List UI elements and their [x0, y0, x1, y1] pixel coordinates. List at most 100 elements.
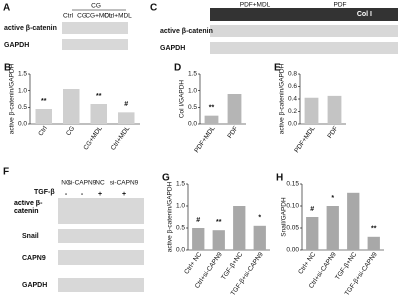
- row-label: GAPDH: [160, 45, 185, 52]
- y-tick-label: 0.5: [188, 104, 197, 111]
- sign: +: [98, 191, 102, 198]
- y-tick-label: 1.0: [176, 203, 185, 210]
- y-axis-label: active β-catenin/GAPDH: [279, 63, 286, 134]
- y-axis-label: active β-catenin/GAPDH: [167, 181, 174, 252]
- significance: **: [96, 93, 102, 100]
- bar: [63, 89, 80, 124]
- x-tick-label: PDF+MDL: [293, 125, 316, 154]
- significance: *: [258, 215, 261, 222]
- sign: -: [81, 191, 84, 198]
- sign: +: [122, 191, 126, 198]
- y-axis-label: Snail/GAPDH: [281, 197, 288, 237]
- x-tick-label: PDF+MDL: [193, 125, 216, 154]
- y-tick-label: 0.4: [288, 96, 297, 103]
- lane-label: PDF+MDL: [240, 2, 271, 9]
- x-tick-label: PDF: [226, 125, 239, 140]
- row-label: active β-catenin: [14, 200, 43, 215]
- blot-bg: [62, 22, 128, 34]
- bar: [118, 112, 135, 124]
- y-tick-label: 0.15: [286, 181, 299, 188]
- y-tick-label: 0.05: [286, 225, 299, 232]
- lane-label: Ctrl+MDL: [104, 13, 132, 20]
- blot-bg: [62, 39, 128, 50]
- x-tick-label: Ctrl+ NC: [183, 251, 203, 276]
- panel-letter: E: [274, 63, 281, 74]
- y-tick-label: 0.10: [286, 203, 299, 210]
- bar: [306, 217, 319, 250]
- bar: [327, 95, 342, 124]
- blot-bg: [58, 229, 144, 243]
- x-tick-label: Ctrl+MDL: [110, 125, 132, 152]
- bar: [326, 206, 339, 250]
- row-label: active β-catenin: [4, 25, 57, 32]
- y-tick-label: 1.5: [18, 71, 27, 78]
- y-tick-label: 0.0: [188, 121, 197, 128]
- x-tick-label: CG: [65, 125, 76, 137]
- y-tick-label: 1.5: [176, 181, 185, 188]
- y-tick-label: 0.0: [288, 121, 297, 128]
- x-tick-label: PDF: [326, 125, 339, 140]
- bar: [227, 94, 242, 124]
- significance: **: [41, 98, 47, 105]
- row-label: CAPN9: [22, 255, 46, 262]
- y-tick-label: 0.5: [18, 104, 27, 111]
- lane-label: si-CAPN9: [68, 180, 97, 187]
- bar: [204, 115, 219, 124]
- significance: #: [310, 206, 314, 213]
- panel-letter: B: [4, 63, 11, 74]
- y-tick-label: 0.00: [286, 247, 299, 254]
- bar: [347, 192, 360, 250]
- blot-bg: [58, 278, 144, 292]
- panel-letter: C: [150, 3, 157, 14]
- panel-letter: F: [3, 167, 9, 178]
- treatment-label: TGF-β: [34, 189, 55, 196]
- y-axis-label: Col I/GAPDH: [179, 80, 186, 119]
- lane-label: si-CAPN9: [110, 180, 139, 187]
- significance: #: [124, 101, 128, 108]
- significance: *: [331, 195, 334, 202]
- y-tick-label: 0.0: [18, 121, 27, 128]
- y-tick-label: 0.5: [176, 225, 185, 232]
- x-tick-label: Ctrl+ NC: [297, 251, 317, 276]
- bar: [35, 109, 52, 124]
- y-tick-label: 0.6: [288, 83, 297, 90]
- bar: [233, 206, 246, 250]
- significance: #: [196, 217, 200, 224]
- x-tick-label: Ctrl: [37, 125, 49, 138]
- row-label: Col I: [357, 11, 372, 18]
- row-label: GAPDH: [22, 282, 47, 289]
- row-label: GAPDH: [4, 42, 29, 49]
- bar: [253, 225, 266, 250]
- bar: [367, 236, 380, 250]
- row-label-box: active β-catenin: [14, 200, 43, 215]
- x-tick-label: CG+MDL: [82, 125, 104, 152]
- lane-label: NC: [95, 180, 105, 187]
- y-tick-label: 1.5: [188, 71, 197, 78]
- blot-bg: [58, 198, 144, 224]
- sign: -: [65, 191, 68, 198]
- bar: [90, 104, 107, 124]
- y-axis-label: active β-catenin/GAPDH: [9, 63, 16, 134]
- bar: [304, 97, 319, 124]
- blot-bg: [58, 250, 144, 265]
- lane-label: CG+MDL: [85, 13, 113, 20]
- panel-letter: D: [174, 63, 181, 74]
- bar: [212, 230, 225, 250]
- y-tick-label: 0.8: [288, 71, 297, 78]
- y-tick-label: 0.2: [288, 108, 297, 115]
- lane-label: PDF: [334, 2, 347, 9]
- y-tick-label: 1.0: [18, 87, 27, 94]
- significance: **: [371, 226, 377, 233]
- blot-bg: [210, 8, 398, 21]
- blot-bg: [210, 25, 398, 37]
- panel-letter: A: [3, 3, 10, 14]
- y-tick-label: 0.0: [176, 247, 185, 254]
- panel-letter: H: [276, 173, 283, 184]
- blot-bg: [210, 42, 398, 54]
- lane-label: CG: [77, 13, 87, 20]
- significance: **: [216, 219, 222, 226]
- panel-letter: G: [162, 173, 170, 184]
- y-tick-label: 1.0: [188, 87, 197, 94]
- lane-label: Ctrl: [63, 13, 74, 20]
